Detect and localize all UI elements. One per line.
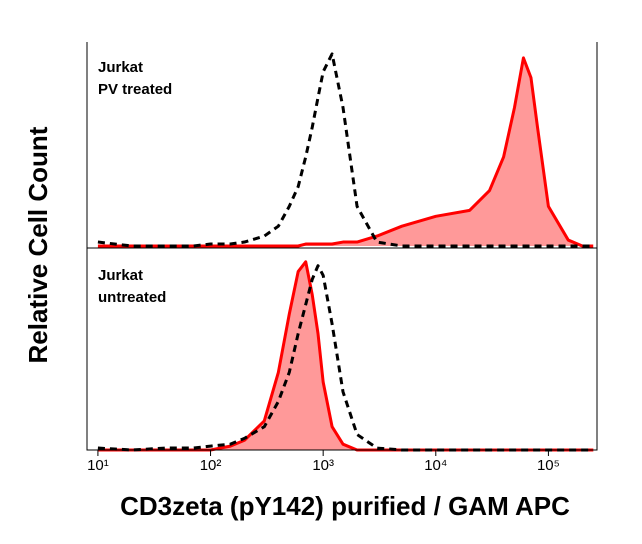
area-fill — [97, 57, 594, 247]
x-tick-label: 10² — [200, 457, 222, 474]
histogram-line — [97, 56, 594, 248]
panel-annotation: Jurkat — [98, 267, 143, 284]
x-tick-label: 10⁴ — [424, 457, 447, 474]
plot-frame — [86, 42, 598, 451]
panel-annotation: PV treated — [98, 81, 172, 98]
histogram-line — [97, 264, 594, 452]
x-tick-label: 10³ — [312, 457, 334, 474]
panel-annotation: Jurkat — [98, 59, 143, 76]
area-fill — [97, 261, 594, 450]
x-axis-label: CD3zeta (pY142) purified / GAM APC — [120, 491, 570, 521]
histogram-line — [97, 260, 594, 452]
panel-annotation: untreated — [98, 289, 166, 306]
histogram-line — [97, 52, 594, 248]
y-axis-label: Relative Cell Count — [23, 126, 53, 363]
x-tick-label: 10¹ — [87, 457, 109, 474]
x-tick-label: 10⁵ — [537, 457, 560, 474]
